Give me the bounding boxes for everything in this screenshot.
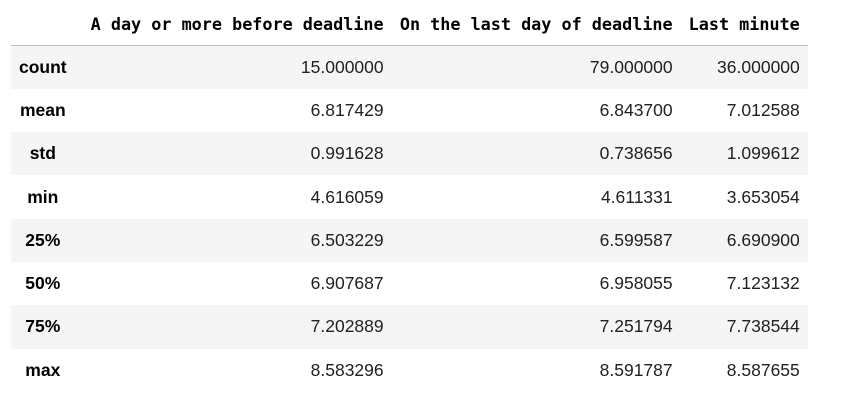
header-row: A day or more before deadline On the las… <box>11 3 808 46</box>
table-row: max 8.583296 8.591787 8.587655 <box>11 349 808 392</box>
row-label: 50% <box>25 273 61 294</box>
row-label: count <box>19 56 67 77</box>
table-cell: 3.653054 <box>726 186 800 207</box>
table-cell: 7.123132 <box>726 273 800 294</box>
table-cell: 0.738656 <box>599 143 673 164</box>
table-cell: 8.583296 <box>310 359 384 380</box>
table-row: 75% 7.202889 7.251794 7.738544 <box>11 305 808 349</box>
table-cell: 79.000000 <box>589 56 673 77</box>
describe-table-container: A day or more before deadline On the las… <box>11 3 808 392</box>
table-cell: 6.958055 <box>599 273 673 294</box>
row-label: std <box>29 143 56 164</box>
row-label: 75% <box>25 316 61 337</box>
table-cell: 7.738544 <box>726 316 800 337</box>
table-cell: 15.000000 <box>300 56 384 77</box>
table-row: std 0.991628 0.738656 1.099612 <box>11 132 808 176</box>
table-cell: 6.817429 <box>310 99 384 120</box>
table-cell: 8.587655 <box>726 359 800 380</box>
index-header <box>11 3 75 46</box>
table-cell: 4.616059 <box>310 186 384 207</box>
table-row: 50% 6.907687 6.958055 7.123132 <box>11 262 808 305</box>
row-label: mean <box>19 99 66 120</box>
table-cell: 4.611331 <box>600 186 673 207</box>
describe-table: A day or more before deadline On the las… <box>11 3 808 392</box>
table-cell: 1.099612 <box>726 143 800 164</box>
column-header-day-before: A day or more before deadline <box>74 3 392 46</box>
table-cell: 6.599587 <box>599 229 673 250</box>
table-cell: 8.591787 <box>599 359 673 380</box>
table-row: count 15.000000 79.000000 36.000000 <box>11 45 808 89</box>
column-header-last-day: On the last day of deadline <box>391 3 681 46</box>
row-label: min <box>27 186 59 207</box>
column-header-last-minute: Last minute <box>680 3 808 46</box>
table-row: mean 6.817429 6.843700 7.012588 <box>11 89 808 132</box>
table-cell: 6.843700 <box>599 99 673 120</box>
table-cell: 6.690900 <box>726 229 800 250</box>
table-row: min 4.616059 4.611331 3.653054 <box>11 175 808 218</box>
table-cell: 7.251794 <box>599 316 673 337</box>
row-label: 25% <box>25 229 61 250</box>
table-cell: 36.000000 <box>717 56 800 77</box>
table-cell: 7.012588 <box>726 99 800 120</box>
table-cell: 7.202889 <box>310 316 384 337</box>
row-label: max <box>25 359 61 380</box>
table-cell: 6.907687 <box>310 273 384 294</box>
table-cell: 0.991628 <box>310 143 384 164</box>
table-cell: 6.503229 <box>310 229 384 250</box>
table-row: 25% 6.503229 6.599587 6.690900 <box>11 218 808 262</box>
